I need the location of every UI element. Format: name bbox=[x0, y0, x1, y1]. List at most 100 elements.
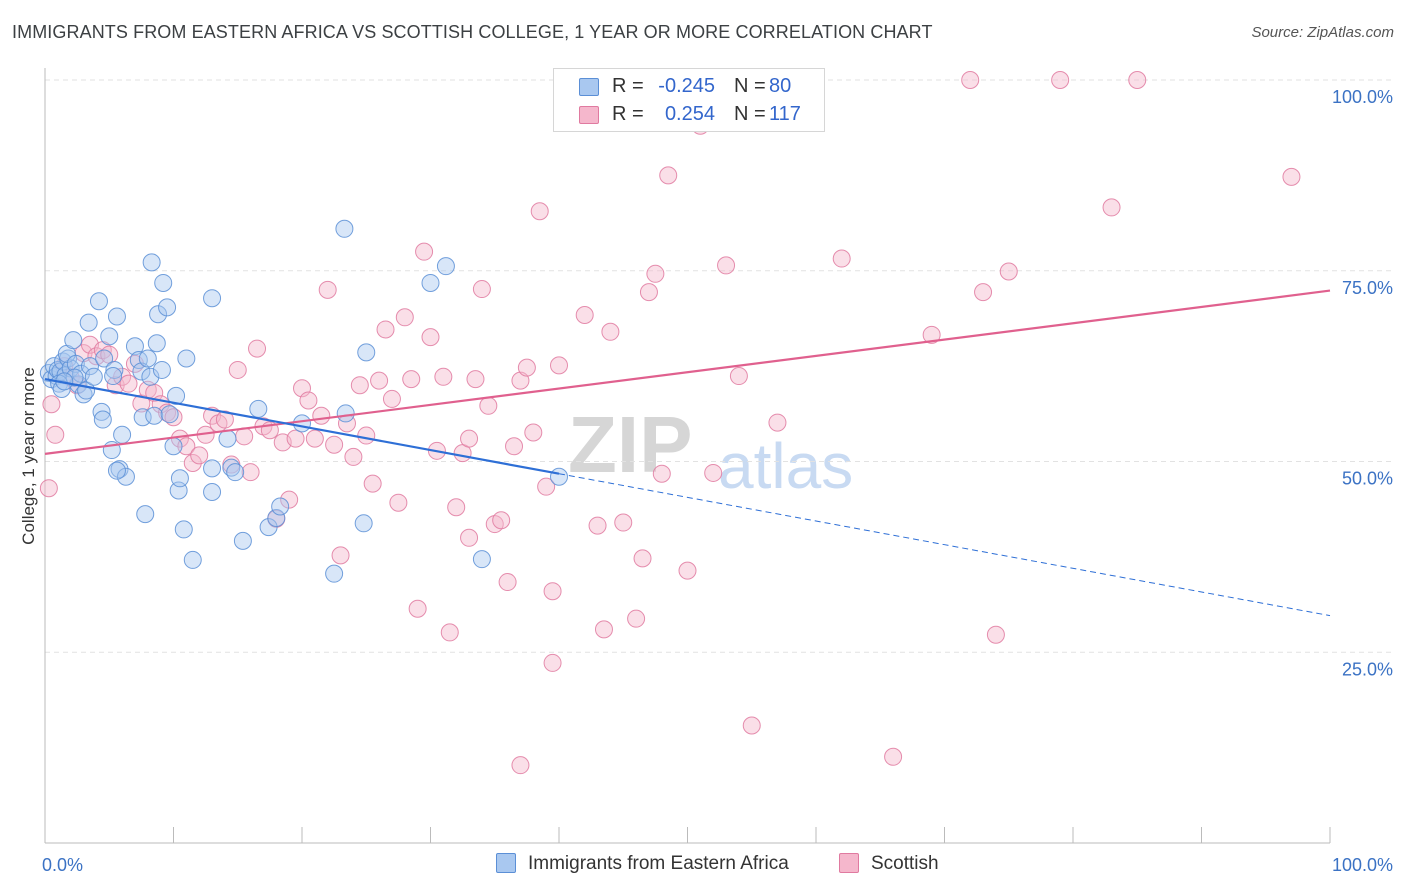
data-point bbox=[344, 447, 363, 466]
data-point bbox=[601, 322, 620, 341]
data-point bbox=[104, 367, 123, 386]
data-point bbox=[92, 402, 111, 421]
legend-label: Scottish bbox=[871, 853, 939, 874]
data-point bbox=[517, 358, 536, 377]
data-point bbox=[154, 273, 173, 292]
data-point bbox=[66, 354, 85, 373]
data-point bbox=[357, 343, 376, 362]
grid-lines bbox=[45, 79, 1393, 653]
data-point bbox=[299, 391, 318, 410]
data-point bbox=[190, 446, 209, 465]
data-point bbox=[633, 549, 652, 568]
data-point bbox=[79, 313, 98, 332]
data-point bbox=[164, 437, 183, 456]
data-point bbox=[107, 307, 126, 326]
data-point bbox=[421, 328, 440, 347]
data-point bbox=[370, 371, 389, 390]
data-point bbox=[177, 349, 196, 368]
data-point bbox=[249, 399, 268, 418]
data-point bbox=[511, 756, 530, 775]
y-tick-label: 75.0% bbox=[1342, 278, 1393, 298]
data-point bbox=[395, 308, 414, 327]
data-point bbox=[594, 620, 613, 639]
data-point bbox=[116, 467, 135, 486]
legend-row-scottish: R = 0.254 N = 117 bbox=[554, 100, 824, 128]
y-tick-label: 50.0% bbox=[1342, 469, 1393, 489]
data-point bbox=[89, 292, 108, 311]
y-tick-label: 100.0% bbox=[1332, 87, 1393, 107]
data-point bbox=[331, 546, 350, 565]
data-point bbox=[215, 410, 234, 429]
tick-labels: 25.0% 50.0% 75.0% 100.0% 0.0% 100.0% bbox=[42, 87, 1393, 875]
data-point bbox=[659, 166, 678, 185]
data-point bbox=[729, 367, 748, 386]
data-point bbox=[174, 520, 193, 539]
data-point bbox=[550, 356, 568, 375]
data-point bbox=[136, 505, 155, 524]
x-tick-label: 0.0% bbox=[42, 855, 83, 875]
trend-line-eastern-africa-extension bbox=[558, 473, 1331, 617]
data-point bbox=[588, 516, 607, 535]
data-point bbox=[614, 513, 633, 532]
data-point bbox=[233, 531, 252, 550]
data-point bbox=[350, 376, 369, 395]
data-point bbox=[226, 463, 245, 482]
trend-line-eastern-africa bbox=[44, 378, 560, 475]
data-point bbox=[961, 71, 980, 89]
data-point bbox=[922, 325, 941, 344]
data-point bbox=[95, 349, 114, 368]
data-point bbox=[325, 564, 344, 583]
data-point bbox=[678, 561, 697, 580]
data-point bbox=[1282, 167, 1301, 186]
data-point bbox=[152, 360, 171, 379]
data-point bbox=[1128, 71, 1147, 89]
x-tick-label: 100.0% bbox=[1332, 855, 1393, 875]
data-point bbox=[39, 479, 58, 498]
data-point bbox=[241, 463, 260, 482]
data-point bbox=[434, 367, 453, 386]
data-point bbox=[312, 406, 331, 425]
r-value: -0.245 bbox=[658, 75, 715, 97]
data-point bbox=[472, 550, 491, 569]
data-point bbox=[64, 331, 83, 350]
data-point bbox=[402, 370, 421, 389]
watermark-atlas: atlas bbox=[718, 430, 853, 502]
data-point bbox=[575, 306, 594, 325]
data-point bbox=[639, 283, 658, 302]
data-point bbox=[183, 454, 202, 473]
data-point bbox=[363, 474, 382, 493]
data-point bbox=[46, 425, 65, 444]
data-point bbox=[627, 609, 646, 628]
data-point bbox=[357, 426, 376, 445]
data-point bbox=[646, 264, 665, 283]
data-point bbox=[119, 374, 138, 393]
data-point bbox=[768, 413, 787, 432]
data-point bbox=[286, 429, 305, 448]
trend-line-scottish bbox=[44, 289, 1331, 455]
data-point bbox=[440, 623, 459, 642]
data-point bbox=[125, 337, 144, 356]
data-point bbox=[460, 528, 479, 547]
data-point bbox=[389, 493, 408, 512]
data-point bbox=[1102, 198, 1121, 217]
data-point bbox=[318, 280, 337, 299]
source-credit: Source: ZipAtlas.com bbox=[1251, 24, 1394, 41]
series-scottish bbox=[39, 71, 1301, 775]
n-label: N = bbox=[734, 103, 766, 125]
data-point bbox=[65, 368, 84, 387]
data-point bbox=[113, 367, 132, 386]
data-point bbox=[167, 386, 186, 405]
data-point bbox=[305, 429, 324, 448]
data-point bbox=[472, 280, 491, 299]
axes bbox=[44, 68, 1331, 844]
data-point bbox=[1051, 71, 1070, 89]
data-point bbox=[218, 429, 237, 448]
data-point bbox=[203, 459, 222, 478]
data-point bbox=[537, 477, 556, 496]
data-point bbox=[382, 389, 401, 408]
data-point bbox=[999, 262, 1018, 281]
data-point bbox=[183, 550, 202, 569]
data-point bbox=[550, 467, 568, 486]
legend-swatch-blue bbox=[496, 853, 516, 873]
